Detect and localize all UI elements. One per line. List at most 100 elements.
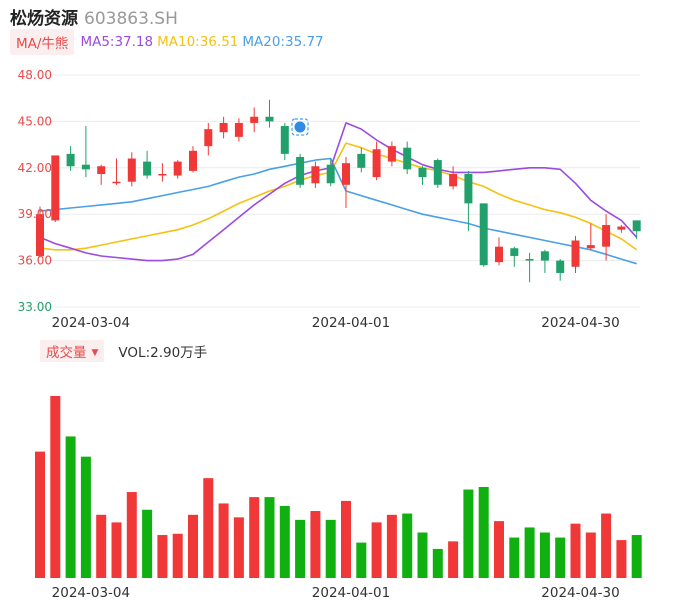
candle [479,203,488,267]
marker-frame [291,118,309,136]
candle-body [464,173,473,204]
volume-bar [631,535,642,578]
candle [250,107,259,133]
candle [51,155,60,222]
candle-body [173,161,182,176]
candle [357,147,366,173]
ma10-line [39,142,638,251]
volume-bar [126,492,137,578]
candle-body [97,166,106,174]
volume-legend: 成交量 ▼ VOL:2.90万手 [40,340,208,362]
candle-body [632,220,641,232]
volume-bar [142,509,153,578]
volume-bar [509,537,520,578]
candle [586,223,595,250]
price-x-axis: 2024-03-04 2024-04-01 2024-04-30 [52,315,620,331]
volume-bar [356,542,367,578]
volume-bar [233,517,244,578]
candle [158,163,167,182]
candle [602,214,611,261]
moving-average-lines [39,122,638,265]
candle-body [143,161,152,176]
volume-value-label: VOL:2.90万手 [118,345,208,361]
event-marker-icon[interactable] [291,118,309,136]
volume-x-axis: 2024-03-04 2024-04-01 2024-04-30 [52,585,620,601]
volume-x-tick-label: 2024-04-01 [312,585,390,601]
y-tick-label: 36.00 [18,254,52,268]
candle-body [234,122,243,137]
candle-body [127,158,136,182]
candle [372,141,381,181]
candle-body [387,146,396,162]
volume-bar [172,533,183,578]
ma5-line [39,122,638,262]
candle-body [189,150,197,171]
candle [311,161,320,188]
candle-body [250,116,259,123]
ma-indicator-selector[interactable]: MA/牛熊 [10,29,75,55]
volume-bar [188,514,198,578]
candle-body [617,226,626,230]
candle-body [495,246,503,263]
candle [36,206,44,258]
candle-body [418,167,427,178]
volume-bar [570,523,581,578]
candle [632,220,641,239]
candle [81,126,90,178]
volume-indicator-label: 成交量 [46,345,87,361]
stock-code: 603863.SH [84,9,178,29]
candle [143,150,152,179]
volume-bar [417,532,428,578]
candle [525,252,534,283]
volume-x-tick-label: 2024-04-30 [541,585,619,601]
price-y-axis: 48.00 45.00 42.00 39.00 36.00 33.00 [18,68,52,314]
volume-bar [585,532,596,578]
candle-body [326,164,335,184]
y-tick-label: 42.00 [18,161,52,175]
candlesticks [36,99,641,283]
volume-indicator-selector[interactable]: 成交量 ▼ [40,340,105,362]
x-tick-label: 2024-03-04 [52,315,130,331]
candle [173,160,182,179]
volume-bar [295,519,306,578]
y-tick-label: 33.00 [18,300,52,314]
volume-bar [494,521,504,578]
candle [464,170,473,232]
candle-body [571,240,580,267]
volume-bar [203,478,214,578]
candle-body [219,122,228,133]
volume-bar [601,513,612,578]
ma5-label: MA5:37.18 [80,34,154,50]
y-tick-label: 45.00 [18,114,52,128]
candle [433,158,442,188]
marker-dot [294,121,306,133]
volume-bar [310,511,321,578]
y-tick-label: 39.00 [18,207,52,221]
volume-bar [432,548,443,578]
candle-body [158,173,167,176]
candle-body [357,153,366,168]
volume-bars [35,396,642,578]
candle [204,122,213,156]
volume-bar [325,519,336,578]
volume-bar [249,497,260,578]
candle-body [602,225,611,247]
ma10-label: MA10:36.51 [157,34,239,50]
ma-legend: MA/牛熊 MA5:37.18 MA10:36.51 MA20:35.77 [10,29,328,55]
volume-bar [371,522,382,578]
volume-bar [386,514,397,578]
volume-bar [539,532,550,578]
candle [540,249,549,273]
candle [403,141,412,174]
ma20-line [39,157,637,265]
volume-x-tick-label: 2024-03-04 [52,585,130,601]
volume-bar [264,497,275,578]
candle-body [342,163,350,185]
candle [265,99,274,128]
candle [97,164,106,185]
candle-body [540,251,549,261]
ma20-label: MA20:35.77 [242,34,324,50]
candle-body [479,203,488,266]
candle-body [433,160,442,185]
